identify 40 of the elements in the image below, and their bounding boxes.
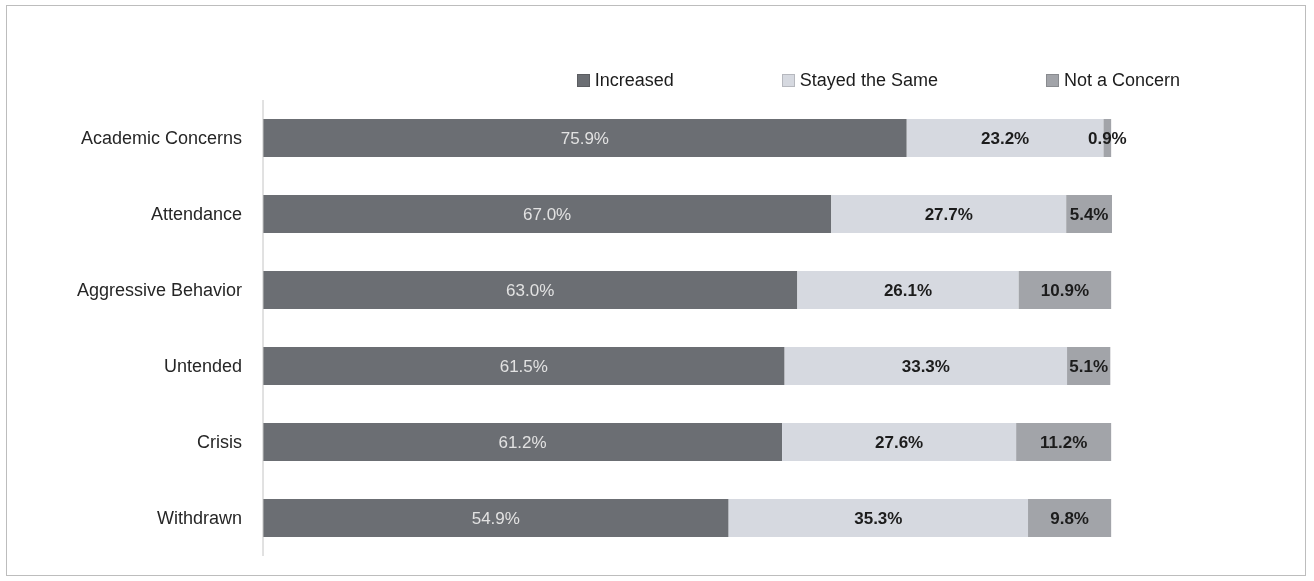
data-label: 61.2% (498, 433, 547, 453)
bar (782, 423, 1017, 461)
bar (263, 423, 783, 461)
legend-label: Not a Concern (1063, 70, 1180, 91)
y-tick-label: Withdrawn (156, 508, 242, 529)
bar (263, 271, 798, 309)
data-label: 5.1% (1069, 357, 1109, 377)
data-label: 27.7% (924, 205, 973, 225)
data-label: 5.4% (1069, 205, 1109, 225)
bar (263, 347, 785, 385)
bar (263, 119, 907, 157)
legend-label: Increased (594, 70, 674, 91)
bar (784, 347, 1068, 385)
data-label: 54.9% (471, 509, 520, 529)
y-tick-label: Aggressive Behavior (76, 280, 242, 301)
bar (263, 195, 832, 233)
bar (728, 499, 1029, 537)
bar (1028, 499, 1112, 537)
y-tick-label: Crisis (197, 432, 242, 453)
data-label: 26.1% (883, 281, 933, 301)
legend-label: Stayed the Same (799, 70, 938, 91)
bar (831, 195, 1067, 233)
data-label: 11.2% (1040, 433, 1088, 453)
data-label: 23.2% (981, 129, 1030, 149)
y-tick-label: Academic Concerns (80, 128, 242, 149)
data-label: 10.9% (1040, 281, 1090, 301)
data-label: 9.8% (1050, 509, 1089, 529)
data-label: 63.0% (506, 281, 555, 301)
bar (263, 499, 729, 537)
y-tick-label: Attendance (150, 204, 242, 225)
data-label: 75.9% (560, 129, 609, 149)
data-label: 33.3% (901, 357, 950, 377)
bar (797, 271, 1019, 309)
bar (1016, 423, 1112, 461)
data-label: 67.0% (523, 205, 572, 225)
data-label: 61.5% (499, 357, 548, 377)
y-tick-label: Untended (163, 356, 242, 377)
data-label: 27.6% (875, 433, 924, 453)
data-label: 35.3% (854, 509, 903, 529)
data-label: 0.9% (1087, 129, 1127, 149)
